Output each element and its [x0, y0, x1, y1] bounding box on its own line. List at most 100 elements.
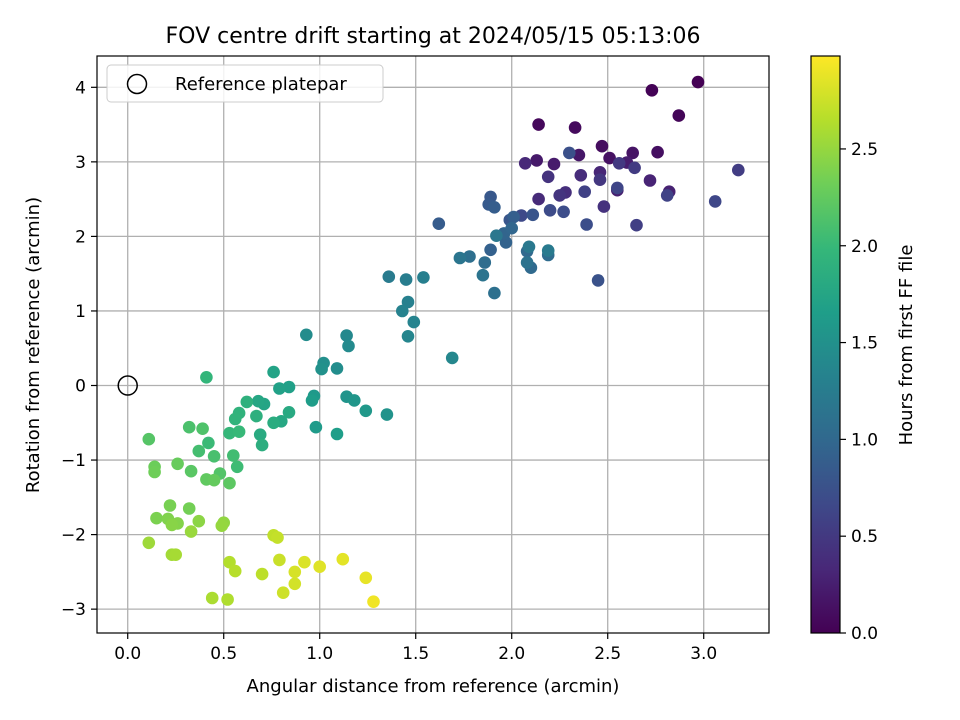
data-point — [348, 394, 361, 407]
data-point — [445, 351, 459, 365]
data-point — [171, 457, 184, 471]
colorbar: 0.0 0.5 1.0 1.5 2.0 2.5 Hours from first FF f… — [810, 55, 917, 644]
data-point — [595, 139, 609, 153]
data-point — [192, 444, 206, 458]
legend-box — [106, 64, 384, 103]
data-point — [532, 118, 545, 131]
x-tick-label: 0.5 — [210, 644, 237, 664]
data-point — [267, 365, 280, 379]
x-tick-label: 0.0 — [114, 644, 141, 664]
data-point — [401, 295, 415, 309]
data-point — [230, 460, 244, 474]
colorbar-ticks: 0.0 0.5 1.0 1.5 2.0 2.5 — [840, 140, 878, 644]
data-point — [732, 163, 745, 177]
data-point — [541, 244, 555, 257]
data-point — [691, 75, 705, 89]
colorbar-frame — [810, 55, 841, 634]
data-point — [359, 571, 373, 585]
data-point — [169, 548, 182, 561]
y-tick-label: 4 — [75, 78, 86, 98]
data-point — [192, 514, 206, 528]
data-point — [611, 181, 624, 195]
data-point — [578, 185, 591, 198]
data-point — [309, 420, 323, 434]
colorbar-gradient — [811, 56, 840, 633]
data-point — [288, 577, 302, 591]
data-point — [541, 170, 555, 184]
x-axis-label: Angular distance from reference (arcmin) — [247, 676, 620, 697]
legend: Reference platepar — [106, 64, 384, 103]
data-point — [380, 408, 394, 421]
data-point — [359, 404, 373, 418]
data-point — [490, 229, 503, 242]
x-tick-label: 1.0 — [306, 644, 333, 664]
data-point — [215, 519, 229, 532]
data-point — [202, 436, 215, 450]
data-point — [148, 465, 161, 479]
colorbar-tick-label: 1.5 — [851, 334, 878, 354]
data-point — [223, 476, 236, 490]
colorbar-tick-label: 2.5 — [851, 140, 878, 160]
data-point — [142, 536, 156, 550]
data-point — [522, 240, 536, 254]
data-point — [572, 148, 586, 162]
y-tick-label: −1 — [61, 451, 86, 471]
plot-frame — [96, 55, 770, 634]
data-point — [313, 560, 327, 573]
data-point — [288, 565, 302, 579]
data-point — [182, 502, 196, 515]
data-point — [282, 380, 296, 394]
data-point — [232, 425, 246, 439]
data-point — [251, 394, 265, 408]
data-point — [200, 371, 213, 384]
data-point — [196, 422, 209, 436]
colorbar-tick-label: 1.0 — [851, 430, 878, 450]
data-point — [330, 362, 344, 375]
data-point — [417, 271, 430, 284]
data-point — [488, 286, 501, 300]
y-axis-label: Rotation from reference (arcmin) — [23, 197, 44, 493]
data-point — [207, 450, 221, 463]
data-point — [628, 161, 641, 175]
data-point — [336, 552, 350, 566]
data-point — [250, 409, 263, 423]
data-point — [221, 593, 234, 606]
data-point — [432, 217, 446, 230]
data-point — [207, 473, 221, 487]
data-point — [547, 157, 561, 171]
data-point — [300, 328, 313, 342]
data-point — [476, 268, 490, 282]
data-point — [526, 208, 540, 222]
data-point — [543, 204, 557, 217]
data-point — [568, 121, 582, 134]
data-point — [563, 146, 576, 160]
data-point — [597, 200, 611, 213]
data-point — [276, 586, 290, 599]
colorbar-label: Hours from first FF file — [896, 245, 917, 446]
colorbar-tick-label: 2.0 — [851, 237, 878, 257]
data-point — [253, 428, 267, 442]
data-point — [382, 270, 396, 284]
y-tick-label: 3 — [75, 153, 86, 173]
data-point — [630, 218, 643, 232]
data-point — [305, 394, 319, 407]
data-points — [142, 75, 745, 608]
data-point — [463, 250, 476, 263]
data-point — [484, 243, 497, 257]
data-point — [708, 195, 722, 208]
data-point — [271, 531, 284, 544]
data-point — [603, 151, 616, 165]
data-point — [626, 146, 639, 160]
data-point — [255, 567, 269, 581]
data-point — [612, 157, 626, 170]
data-point — [255, 438, 269, 452]
data-point — [142, 432, 156, 446]
chart-title: FOV centre drift starting at 2024/05/15 … — [166, 24, 701, 49]
data-point — [273, 382, 286, 395]
data-point — [396, 304, 409, 318]
data-point — [330, 427, 344, 441]
x-tick-label: 3.0 — [690, 644, 717, 664]
data-point — [228, 412, 242, 426]
